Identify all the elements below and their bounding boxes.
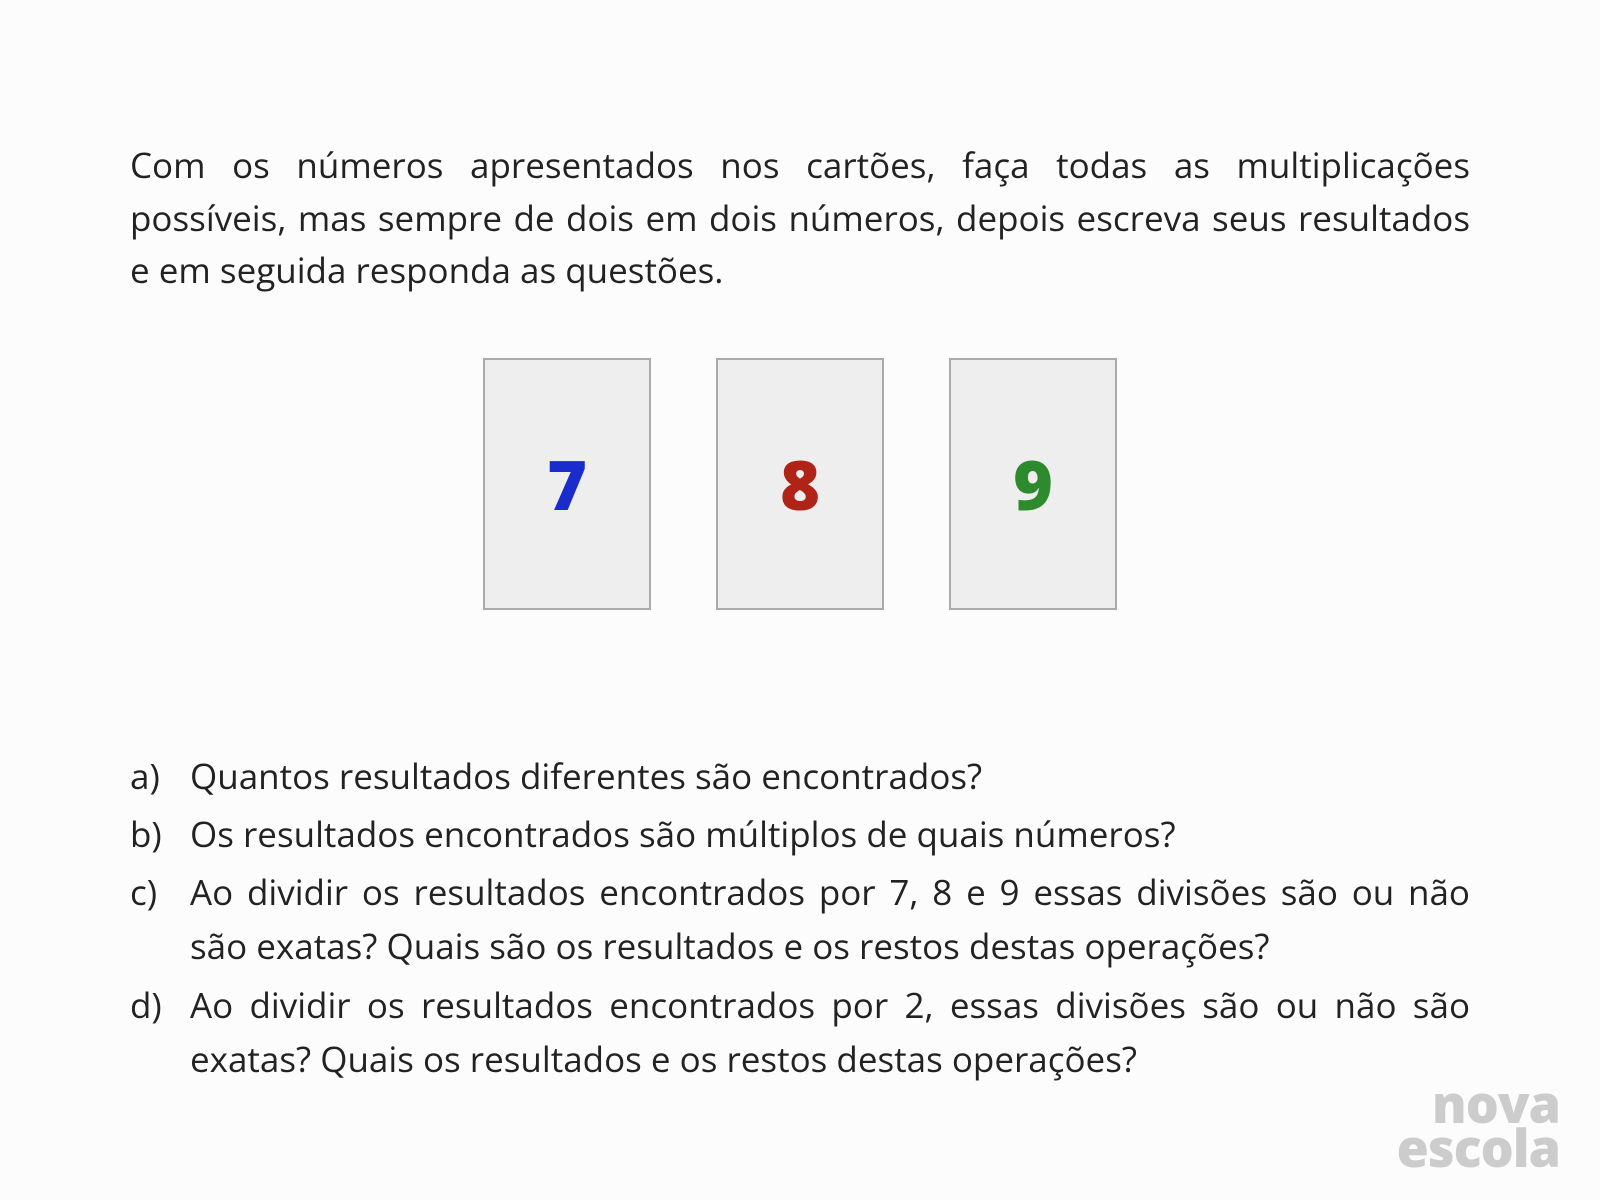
question-d: d) Ao dividir os resultados encontrados … — [130, 979, 1470, 1088]
question-a: a) Quantos resultados diferentes são enc… — [130, 750, 1470, 804]
question-c: c) Ao dividir os resultados encontrados … — [130, 866, 1470, 975]
card-3: 9 — [949, 358, 1117, 610]
card-number-1: 7 — [547, 437, 587, 530]
question-label-a: a) — [130, 750, 190, 804]
card-2: 8 — [716, 358, 884, 610]
question-text-c: Ao dividir os resultados encontrados por… — [190, 866, 1470, 975]
card-number-2: 8 — [780, 437, 820, 530]
question-text-a: Quantos resultados diferentes são encont… — [190, 750, 1470, 804]
question-text-b: Os resultados encontrados são múltiplos … — [190, 808, 1470, 862]
question-label-d: d) — [130, 979, 190, 1088]
card-number-3: 9 — [1013, 437, 1053, 530]
question-label-b: b) — [130, 808, 190, 862]
question-b: b) Os resultados encontrados são múltipl… — [130, 808, 1470, 862]
question-text-d: Ao dividir os resultados encontrados por… — [190, 979, 1470, 1088]
logo: nova escola — [1397, 1082, 1560, 1170]
cards-row: 7 8 9 — [130, 358, 1470, 610]
card-1: 7 — [483, 358, 651, 610]
question-label-c: c) — [130, 866, 190, 975]
intro-paragraph: Com os números apresentados nos cartões,… — [130, 140, 1470, 298]
logo-line-2: escola — [1397, 1126, 1560, 1170]
questions-list: a) Quantos resultados diferentes são enc… — [130, 750, 1470, 1088]
